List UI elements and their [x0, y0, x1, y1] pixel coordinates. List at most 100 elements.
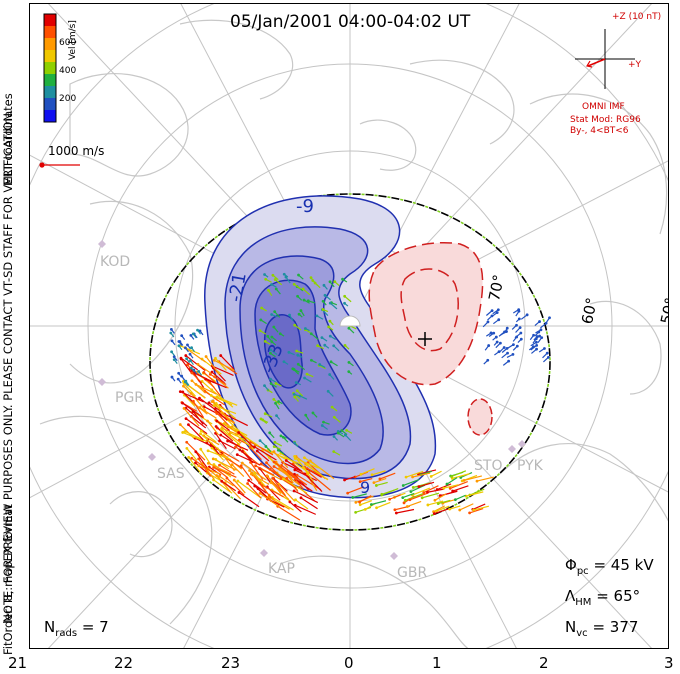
- velocity-vector-origin: [535, 335, 539, 338]
- velocity-vector-origin: [332, 415, 336, 419]
- velocity-vector: [359, 495, 372, 503]
- velocity-vector-origin: [212, 478, 215, 482]
- velocity-vector-origin: [240, 461, 244, 465]
- velocity-vector-origin: [220, 479, 224, 483]
- velocity-vector-origin: [218, 474, 221, 478]
- velocity-vector-origin: [422, 491, 426, 494]
- velocity-vector-origin: [328, 319, 332, 323]
- mlt-tick: 22: [114, 654, 134, 672]
- velocity-vector: [215, 458, 230, 470]
- velocity-vector-origin: [299, 309, 303, 312]
- velocity-vector-origin: [282, 477, 285, 481]
- velocity-vector-origin: [199, 432, 202, 436]
- velocity-vector: [281, 464, 294, 475]
- velocity-vector: [430, 470, 442, 477]
- velocity-vector: [249, 447, 262, 461]
- velocity-vector-origin: [296, 294, 299, 298]
- velocity-vector: [231, 464, 245, 477]
- velocity-vector-origin: [347, 370, 351, 374]
- velocity-vector-origin: [329, 360, 333, 364]
- velocity-vector-origin: [181, 401, 184, 405]
- velocity-vector-origin: [426, 503, 430, 507]
- velocity-vector-origin: [321, 308, 325, 311]
- velocity-vector-origin: [279, 434, 283, 438]
- velocity-vector-origin: [292, 489, 296, 493]
- velocity-vector: [262, 484, 284, 498]
- velocity-vector: [473, 505, 490, 511]
- velocity-vector-origin: [448, 486, 452, 490]
- velocity-vector-origin: [187, 423, 190, 427]
- velocity-vector-origin: [498, 341, 502, 345]
- velocity-vector: [294, 504, 317, 515]
- velocity-vector-origin: [369, 503, 373, 506]
- velocity-vector: [289, 501, 302, 513]
- velocity-vector: [355, 506, 372, 513]
- velocity-vector: [344, 295, 352, 303]
- imf-by-label: +Y: [628, 60, 642, 70]
- velocity-vector: [191, 372, 203, 384]
- velocity-vector: [329, 302, 338, 310]
- velocity-vector-origin: [405, 505, 409, 508]
- velocity-vector-origin: [359, 472, 363, 476]
- velocity-vector-origin: [202, 371, 206, 374]
- velocity-vector: [434, 508, 449, 515]
- velocity-vector-origin: [209, 393, 213, 397]
- velocity-vector-origin: [177, 344, 181, 348]
- velocity-vector: [304, 473, 323, 492]
- velocity-vector: [376, 501, 391, 509]
- colorbar-swatch: [44, 26, 56, 38]
- velocity-vector-origin: [180, 334, 184, 338]
- velocity-vector: [412, 487, 431, 496]
- velocity-vector: [259, 482, 272, 499]
- velocity-vector: [220, 355, 235, 370]
- velocity-vector-origin: [426, 490, 429, 494]
- velocity-vector-origin: [274, 287, 278, 291]
- velocity-vector: [237, 480, 262, 499]
- velocity-vector: [195, 451, 208, 468]
- velocity-vector-origin: [269, 382, 273, 386]
- velocity-vector-origin: [462, 479, 466, 482]
- velocity-vector-origin: [472, 508, 476, 512]
- velocity-vector-origin: [250, 472, 253, 476]
- velocity-vector-origin: [402, 501, 406, 505]
- velocity-vector-origin: [230, 463, 234, 467]
- velocity-vector-origin: [494, 335, 498, 339]
- velocity-vector-origin: [432, 512, 436, 515]
- velocity-vector-origin: [318, 363, 322, 366]
- velocity-vector-origin: [239, 464, 243, 468]
- velocity-vector-origin: [225, 476, 229, 480]
- velocity-vector: [295, 499, 309, 510]
- velocity-vector-origin: [170, 339, 174, 343]
- velocity-vector-origin: [256, 487, 260, 490]
- velocity-vector-origin: [288, 313, 291, 317]
- velocity-vector-origin: [294, 498, 297, 502]
- velocity-vector-origin: [275, 414, 278, 418]
- velocity-vector: [465, 491, 484, 497]
- velocity-vector-origin: [347, 360, 351, 364]
- heppner-maynard-boundary: [149, 193, 551, 531]
- velocity-vector-origin: [433, 498, 437, 502]
- velocity-vector-origin: [310, 358, 313, 362]
- velocity-vector: [186, 447, 198, 461]
- velocity-vector: [360, 468, 375, 475]
- velocity-vector: [208, 462, 232, 475]
- velocity-vector: [270, 482, 290, 501]
- velocity-vector: [200, 433, 222, 452]
- velocity-vector: [422, 492, 440, 499]
- velocity-vector-origin: [497, 318, 501, 322]
- velocity-vector-origin: [548, 316, 551, 320]
- velocity-vector-origin: [519, 331, 523, 335]
- velocity-vector-origin: [316, 344, 320, 348]
- velocity-vector-origin: [271, 476, 275, 480]
- velocity-vector-origin: [354, 501, 358, 504]
- velocity-vector-origin: [401, 496, 405, 500]
- velocity-vector-origin: [496, 308, 500, 312]
- velocity-vector: [410, 484, 426, 493]
- velocity-vector-origin: [303, 472, 307, 476]
- velocity-vector-origin: [341, 277, 344, 281]
- velocity-vector-origin: [295, 389, 299, 393]
- velocity-vector: [182, 431, 205, 442]
- velocity-vector-origin: [293, 323, 297, 327]
- imf-condition: By-, 4<BT<6: [570, 126, 629, 136]
- convection-map: [30, 4, 668, 648]
